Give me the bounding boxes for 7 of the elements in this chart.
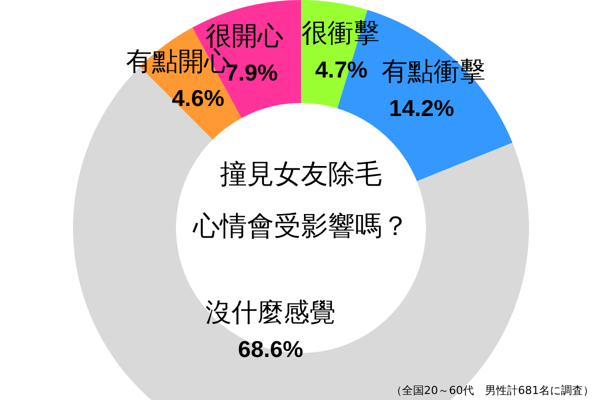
text: （全国20～60代 男性計681名に調査） xyxy=(391,384,594,397)
text: 心情會受影響嗎？ xyxy=(192,211,409,242)
data-label: 4.6% xyxy=(172,85,224,112)
text: 撞見女友除毛 xyxy=(220,159,382,190)
data-label: 14.2% xyxy=(389,94,454,121)
slice-label: 沒什麼感覺 xyxy=(206,298,336,328)
data-label: 68.6% xyxy=(238,336,304,362)
